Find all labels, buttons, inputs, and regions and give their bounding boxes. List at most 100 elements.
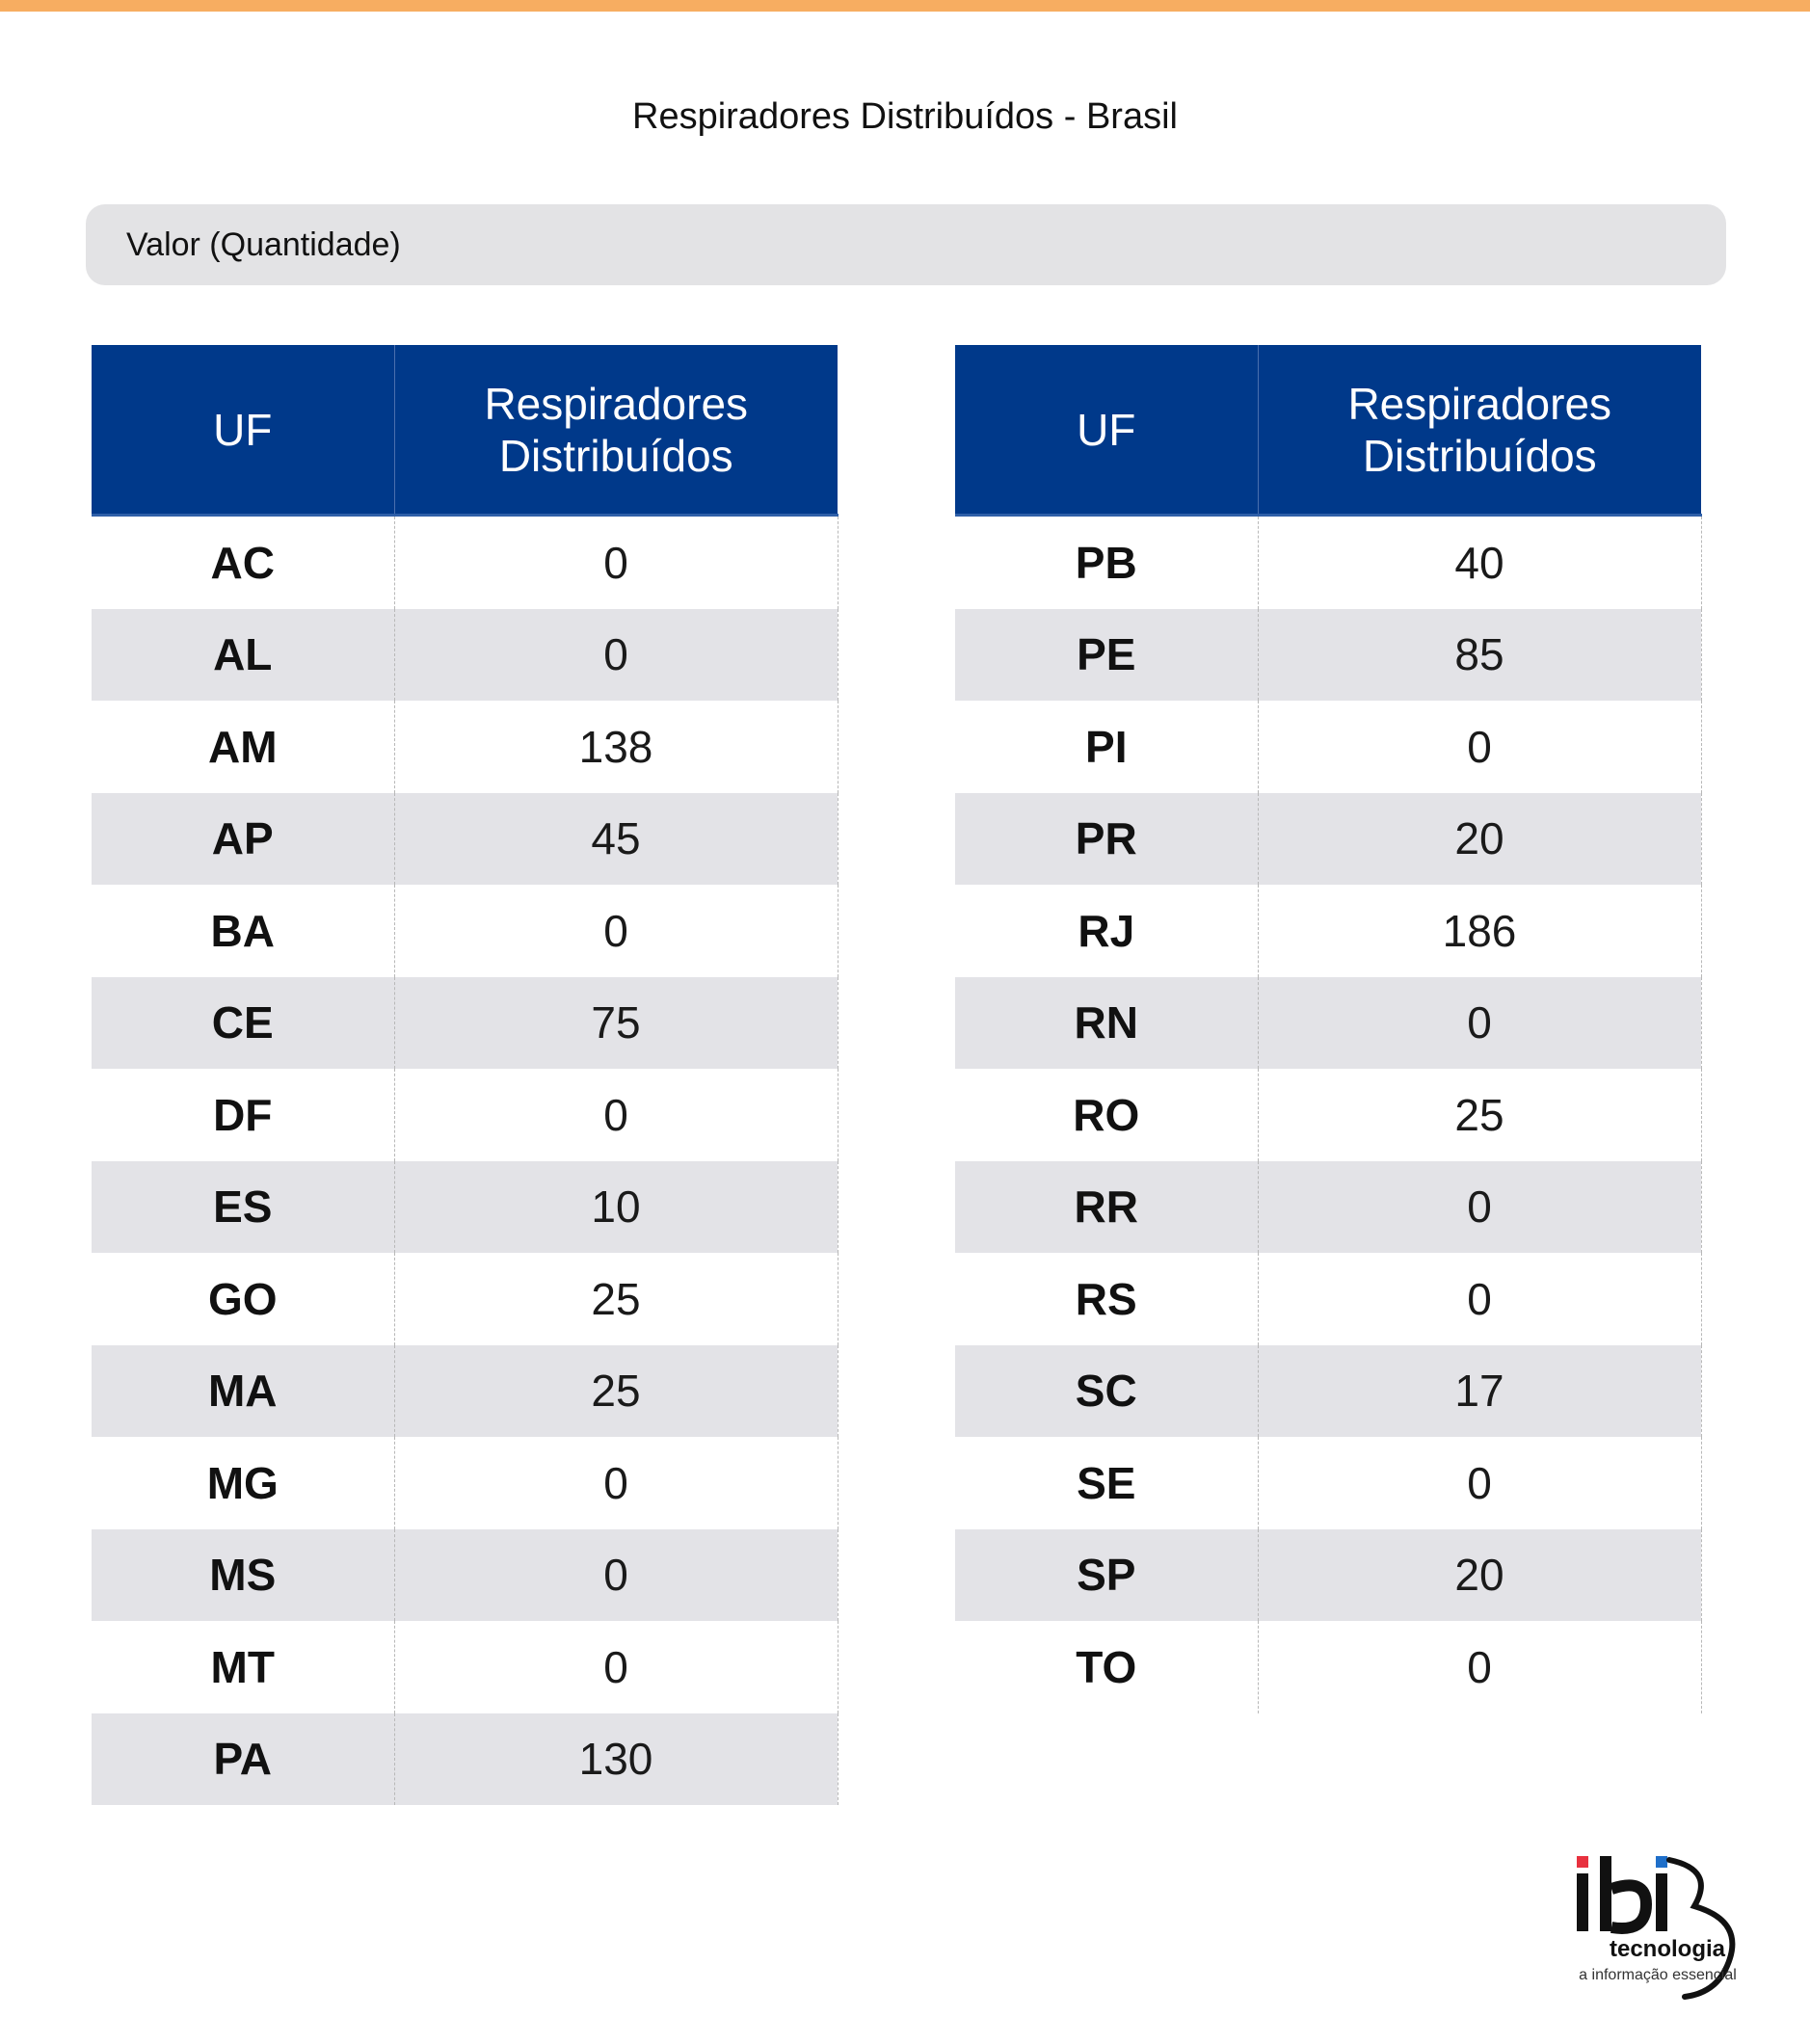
table-row: AL 0 [92,608,838,701]
uf-cell: MA [92,1344,394,1437]
uf-cell: MT [210,1641,275,1692]
table-row: RJ 186 [955,885,1702,977]
uf-cell: RO [1073,1089,1140,1140]
uf-cell: AP [92,792,394,885]
header-respiradores: Respiradores Distribuídos [393,345,838,517]
uf-cell: PA [92,1712,394,1805]
value-cell: 20 [1257,1528,1702,1621]
page-title: Respiradores Distribuídos - Brasil [632,96,1178,137]
value-cell: 0 [393,1528,838,1621]
table-row: MA 25 [92,1344,838,1437]
value-cell: 45 [393,792,838,885]
uf-cell: PE [955,608,1258,701]
logo-stem-b [1600,1856,1611,1931]
logo-bowl-b [1610,1879,1653,1934]
value-cell: 0 [1257,1621,1702,1713]
header-value-line2: Distribuídos [1362,430,1597,481]
uf-cell: ES [92,1160,394,1253]
header-uf: UF [92,345,394,517]
table-right: UF Respiradores Distribuídos PB 40 PE 85 P… [955,345,1702,1713]
uf-cell: MG [206,1457,279,1508]
value-cell: 25 [393,1253,838,1345]
value-cell: 0 [1257,1253,1702,1345]
uf-cell: CE [92,976,394,1069]
value-cell: 186 [1257,885,1702,977]
logo-swoosh [1666,1857,1736,2000]
logo-dot-blue [1656,1856,1667,1868]
value-cell: 40 [1257,515,1702,609]
table-row: AP 45 [92,792,838,885]
table-row: ES 10 [92,1160,838,1253]
table-row: PA 130 [92,1712,838,1805]
value-cell: 138 [393,701,838,793]
uf-cell: RN [955,976,1258,1069]
table-row: SP 20 [955,1528,1702,1621]
uf-cell: RR [955,1160,1258,1253]
table-row: TO 0 [955,1621,1702,1713]
uf-cell: BA [210,905,275,956]
uf-cell: TO [1076,1641,1137,1692]
logo-brand-name: tecnologia [1610,1936,1726,1962]
logo-dot-red [1577,1856,1588,1868]
table-row: CE 75 [92,976,838,1069]
value-cell: 10 [393,1160,838,1253]
table-row: RS 0 [955,1253,1702,1345]
value-cell: 0 [393,1069,838,1161]
uf-cell: SP [955,1528,1258,1621]
value-cell: 0 [1257,1437,1702,1529]
value-cell: 25 [1257,1069,1702,1161]
value-cell: 0 [1257,976,1702,1069]
top-accent-bar [0,0,1810,12]
table-row: RR 0 [955,1160,1702,1253]
value-cell: 0 [393,885,838,977]
header-value-line1: Respiradores [484,378,749,429]
uf-cell: SE [1077,1457,1136,1508]
ibi-tecnologia-logo: tecnologia a informação essencial [1577,1856,1737,2000]
value-cell: 20 [1257,792,1702,885]
table-row: MT 0 [92,1621,838,1713]
table-row: PE 85 [955,608,1702,701]
header-uf: UF [955,345,1258,517]
table-row: RN 0 [955,976,1702,1069]
uf-cell: AM [207,721,278,772]
uf-cell: AC [210,537,275,588]
table-left: UF Respiradores Distribuídos AC 0 AL 0 AM 1… [92,345,838,1805]
value-cell: 85 [1257,608,1702,701]
filter-label: Valor (Quantidade) [126,226,401,263]
header-respiradores: Respiradores Distribuídos [1257,345,1701,517]
value-cell: 25 [393,1344,838,1437]
table-row: DF 0 [92,1069,838,1161]
uf-cell: PB [1075,537,1137,588]
uf-cell: RS [1075,1273,1137,1324]
header-uf-label: UF [213,404,273,455]
table-row: AC 0 [92,515,838,609]
uf-cell: MS [92,1528,394,1621]
header-value-line2: Distribuídos [498,430,733,481]
uf-cell: PR [955,792,1258,885]
table-header-row: UF Respiradores Distribuídos [955,345,1701,517]
uf-cell: AL [92,608,394,701]
table-row: SE 0 [955,1437,1702,1529]
value-cell: 0 [393,1621,838,1713]
value-cell: 0 [393,515,838,609]
logo-stem-i1 [1577,1873,1588,1931]
header-uf-label: UF [1077,404,1136,455]
table-row: MS 0 [92,1528,838,1621]
value-cell: 17 [1257,1344,1702,1437]
uf-cell: RJ [1078,905,1135,956]
uf-cell: PI [1085,721,1128,772]
table-row: GO 25 [92,1253,838,1345]
header-value-line1: Respiradores [1347,378,1612,429]
uf-cell: DF [213,1089,273,1140]
table-row: SC 17 [955,1344,1702,1437]
value-cell: 75 [393,976,838,1069]
table-row: MG 0 [92,1437,838,1529]
logo-tagline: a informação essencial [1579,1967,1737,1983]
value-cell: 0 [393,608,838,701]
table-row: PI 0 [955,701,1702,793]
value-cell: 130 [393,1712,838,1805]
table-row: PB 40 [955,515,1702,609]
logo-stem-i2 [1656,1873,1667,1931]
table-header-row: UF Respiradores Distribuídos [92,345,838,517]
uf-cell: SC [955,1344,1258,1437]
